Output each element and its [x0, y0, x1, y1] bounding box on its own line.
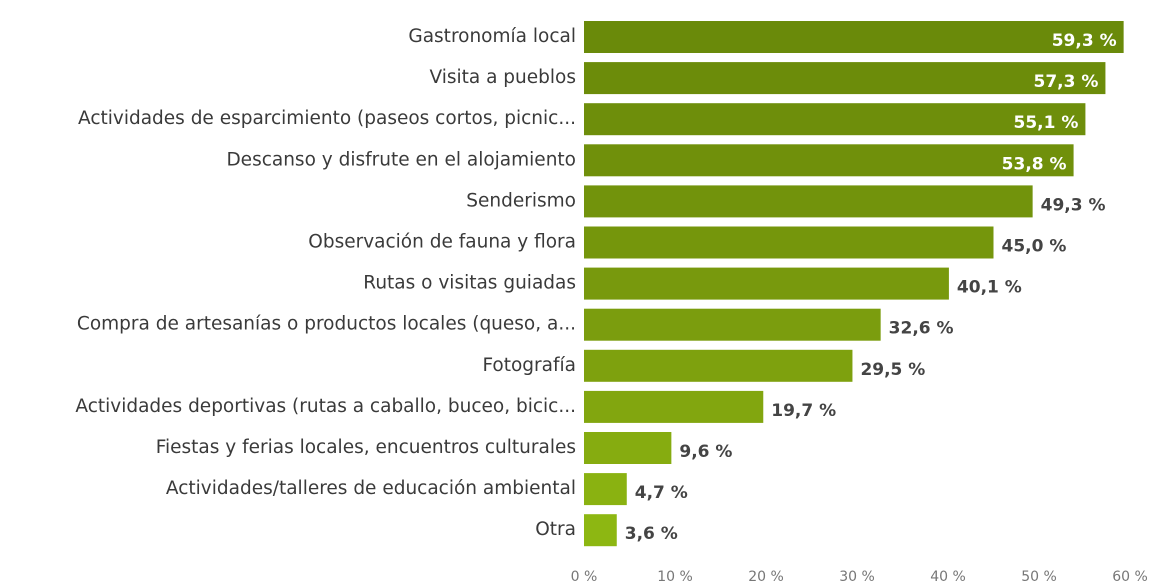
value-label: 29,5 %: [860, 360, 925, 380]
value-label: 59,3 %: [1052, 31, 1117, 51]
value-label: 57,3 %: [1034, 72, 1099, 92]
x-tick-label: 50 %: [1021, 569, 1057, 585]
category-label: Actividades de esparcimiento (paseos cor…: [78, 108, 576, 129]
bar: [584, 21, 1124, 53]
bar: [584, 185, 1033, 218]
bar: [584, 349, 853, 382]
value-label: 3,6 %: [625, 524, 678, 544]
category-label: Fotografía: [482, 355, 576, 376]
value-label: 4,7 %: [635, 483, 688, 503]
value-label: 45,0 %: [1002, 237, 1067, 257]
category-label: Gastronomía local: [408, 26, 576, 47]
category-label: Actividades/talleres de educación ambien…: [166, 478, 576, 499]
bar: [584, 103, 1086, 136]
bar: [584, 267, 949, 300]
value-label: 9,6 %: [679, 442, 732, 462]
x-tick-label: 60 %: [1112, 569, 1148, 585]
bar: [584, 432, 672, 464]
value-label: 55,1 %: [1014, 113, 1079, 133]
category-label: Otra: [535, 519, 576, 540]
category-label: Visita a pueblos: [429, 67, 576, 88]
category-label: Senderismo: [466, 190, 576, 211]
value-label: 49,3 %: [1041, 195, 1106, 215]
x-tick-label: 0 %: [571, 569, 598, 585]
value-label: 53,8 %: [1002, 154, 1067, 174]
value-label: 32,6 %: [889, 319, 954, 339]
category-label: Compra de artesanías o productos locales…: [77, 314, 576, 335]
bar: [584, 473, 627, 506]
value-label: 40,1 %: [957, 278, 1022, 298]
bar: [584, 62, 1106, 95]
category-label: Rutas o visitas guiadas: [363, 273, 576, 294]
x-tick-label: 10 %: [657, 569, 693, 585]
x-tick-label: 40 %: [930, 569, 966, 585]
x-tick-label: 20 %: [748, 569, 784, 585]
bar: [584, 514, 617, 547]
bar: [584, 144, 1074, 177]
bar: [584, 390, 764, 423]
category-label: Actividades deportivas (rutas a caballo,…: [75, 396, 576, 417]
x-tick-label: 30 %: [839, 569, 875, 585]
category-label: Observación de fauna y flora: [308, 232, 576, 253]
category-label: Descanso y disfrute en el alojamiento: [226, 149, 576, 170]
category-label: Fiestas y ferias locales, encuentros cul…: [156, 437, 576, 458]
bar: [584, 226, 994, 259]
bar: [584, 308, 881, 341]
value-label: 19,7 %: [771, 401, 836, 421]
